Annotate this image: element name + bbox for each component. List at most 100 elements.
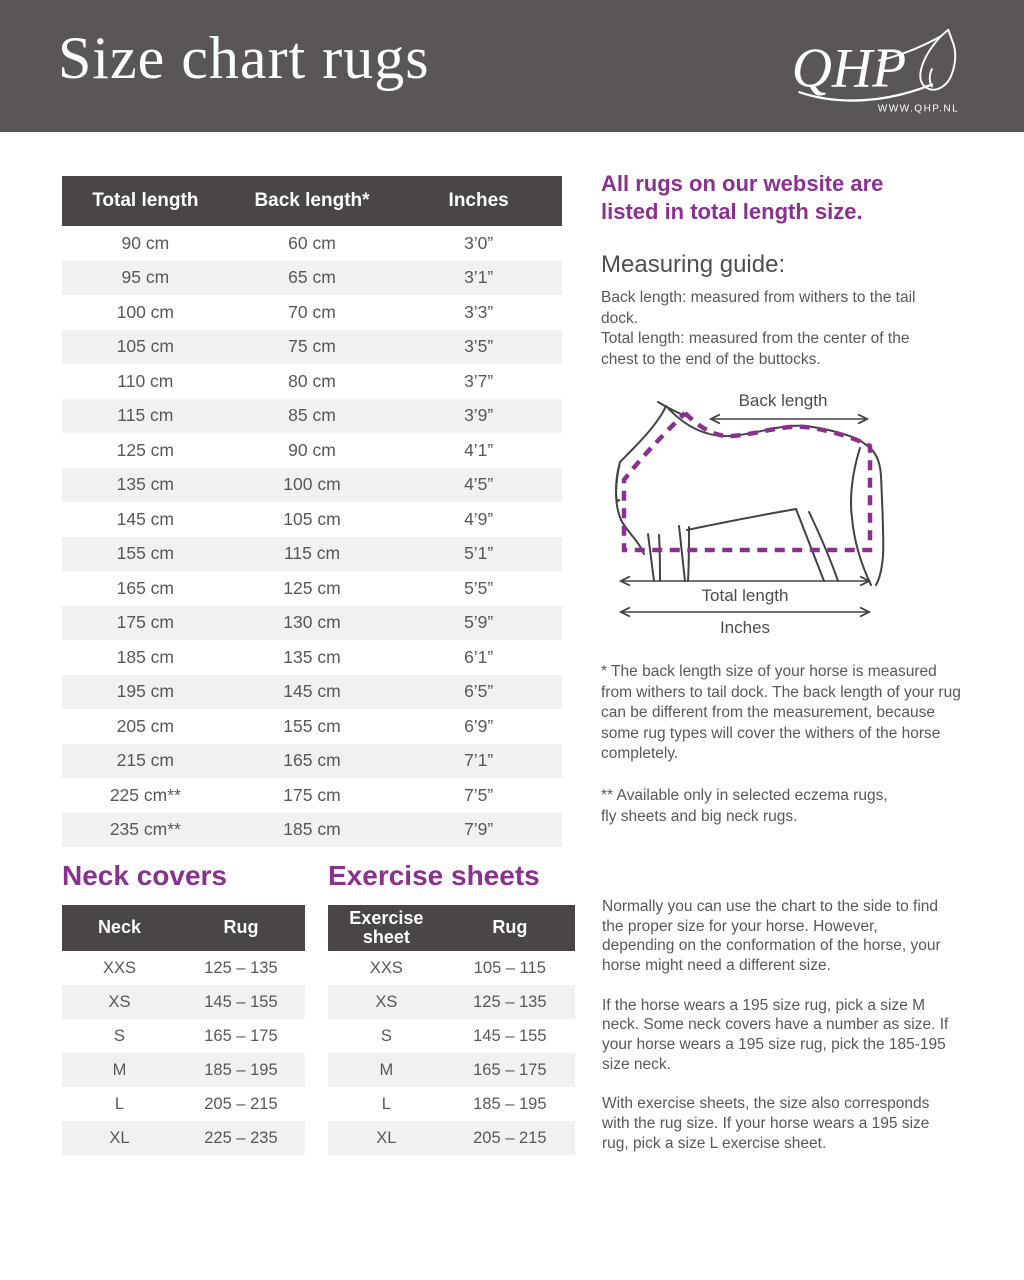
table-cell: 60 cm (288, 232, 336, 253)
paragraph: If the horse wears a 195 size rug, pick … (602, 996, 949, 1073)
table-row: 100 cm 70 cm 3’3” (62, 295, 562, 330)
neck-covers-table: Neck Rug XXS 125 – 135 XS 145 – 155 S 165 – 17… (62, 905, 305, 1155)
footnote-availability: ** Available only in selected eczema rug… (601, 787, 888, 825)
horse-outline (615, 401, 885, 586)
table-cell: 3’7” (464, 370, 494, 391)
table-row: M 165 – 175 (328, 1053, 575, 1087)
intro-heading: All rugs on our website are listed in to… (601, 171, 884, 224)
table-cell: S (380, 1026, 392, 1045)
exercise-sheets-heading: Exercise sheets (328, 860, 540, 891)
table-cell: 145 cm (116, 508, 175, 529)
table-cell: 165 cm (116, 577, 175, 598)
column-header: Inches (395, 176, 562, 226)
table-row: 205 cm 155 cm 6’9” (62, 709, 562, 744)
table-cell: 195 cm (62, 674, 229, 709)
table-cell: M (62, 1053, 177, 1087)
table-cell: 135 cm (283, 646, 341, 667)
table-row: 95 cm 65 cm 3’1” (62, 260, 562, 295)
table-cell: 205 – 215 (204, 1094, 278, 1113)
size-chart-table: Total length Back length* Inches 90 cm 60 c… (62, 176, 562, 847)
table-cell: 125 cm (116, 439, 175, 460)
table-cell: 7’9” (395, 812, 562, 847)
table-row: 90 cm 60 cm 3’0” (62, 226, 562, 261)
table-row: 185 cm 135 cm 6’1” (62, 640, 562, 675)
table-cell: 165 cm (228, 743, 396, 778)
back-length-label: Back length (739, 391, 828, 410)
table-row: XL 225 – 235 (62, 1121, 305, 1155)
table-row: 195 cm 145 cm 6’5” (62, 674, 562, 709)
table-row: 215 cm 165 cm 7’1” (62, 743, 562, 778)
table-cell: 3’0” (464, 232, 494, 253)
horse-measuring-diagram: Back length Total length Inches (615, 391, 885, 637)
table-header-row: Total length Back length* Inches (62, 176, 562, 226)
table-cell: 4’9” (464, 508, 494, 529)
table-row: 125 cm 90 cm 4’1” (62, 433, 562, 468)
qhp-logo: QHP WWW.QHP.NL (786, 26, 978, 118)
table-row: L 185 – 195 (328, 1087, 575, 1121)
table-row: XXS 105 – 115 (328, 951, 575, 985)
table-row: XXS 125 – 135 (62, 951, 305, 985)
table-row: S 165 – 175 (62, 1019, 305, 1053)
table-cell: 155 cm (283, 715, 341, 736)
table-cell: L (381, 1094, 391, 1113)
table-cell: 145 – 155 (176, 985, 305, 1019)
table-row: 110 cm 80 cm 3’7” (62, 364, 562, 399)
horse-head-icon (878, 28, 957, 91)
table-cell: XS (328, 985, 445, 1019)
table-cell: 80 cm (288, 370, 336, 391)
table-cell: 105 cm (283, 508, 341, 529)
column-header: Back length* (228, 176, 396, 226)
table-row: XS 145 – 155 (62, 985, 305, 1019)
paragraph: With exercise sheets, the size also corr… (602, 1095, 930, 1152)
table-cell: 7’1” (395, 743, 562, 778)
table-cell: 205 – 215 (444, 1121, 575, 1155)
table-cell: 145 cm (228, 674, 396, 709)
table-cell: 3’1” (395, 260, 562, 295)
table-cell: 85 cm (228, 398, 396, 433)
table-row: 105 cm 75 cm 3’5” (62, 329, 562, 364)
table-row: XS 125 – 135 (328, 985, 575, 1019)
table-cell: 165 – 175 (444, 1053, 575, 1087)
total-length-label: Total length (702, 586, 789, 605)
inches-label: Inches (720, 618, 770, 637)
table-cell: 4’1” (464, 439, 494, 460)
table-cell: XL (328, 1121, 445, 1155)
table-row: M 185 – 195 (62, 1053, 305, 1087)
table-cell: 3’5” (395, 329, 562, 364)
table-cell: M (328, 1053, 445, 1087)
table-cell: 95 cm (62, 260, 229, 295)
table-cell: 100 cm (228, 467, 396, 502)
table-row: 155 cm 115 cm 5’1” (62, 536, 562, 571)
table-row: 175 cm 130 cm 5’9” (62, 605, 562, 640)
table-cell: 90 cm (121, 232, 170, 253)
table-row: 225 cm** 175 cm 7’5” (62, 778, 562, 813)
table-cell: 3’3” (464, 301, 494, 322)
table-cell: XXS (102, 958, 136, 977)
table-cell: 185 cm (116, 646, 175, 667)
column-header: Rug (176, 905, 305, 951)
table-cell: XL (62, 1121, 177, 1155)
table-cell: 6’9” (464, 715, 494, 736)
column-header: Total length (62, 176, 229, 226)
table-cell: 3’9” (395, 398, 562, 433)
table-cell: 5’9” (395, 605, 562, 640)
table-cell: 185 – 195 (473, 1094, 547, 1113)
table-row: 235 cm** 185 cm 7’9” (62, 812, 562, 847)
table-cell: 65 cm (228, 260, 396, 295)
table-cell: 175 cm (283, 784, 341, 805)
table-cell: XS (62, 985, 177, 1019)
table-cell: 165 – 175 (204, 1026, 278, 1045)
table-cell: XXS (369, 958, 403, 977)
table-cell: 90 cm (288, 439, 336, 460)
table-cell: 110 cm (117, 370, 174, 391)
table-cell: 115 cm (228, 536, 396, 571)
table-cell: L (114, 1094, 125, 1113)
table-cell: 125 – 135 (204, 958, 278, 977)
table-cell: 75 cm (228, 329, 396, 364)
table-row: 145 cm 105 cm 4’9” (62, 502, 562, 537)
exercise-sheets-table: Exercise sheet Rug XXS 105 – 115 XS 125 – 13… (328, 905, 575, 1155)
table-cell: 105 – 115 (473, 958, 546, 977)
table-cell: 145 – 155 (473, 1026, 547, 1045)
table-row: 135 cm 100 cm 4’5” (62, 467, 562, 502)
measuring-guide-heading: Measuring guide: (601, 251, 786, 278)
